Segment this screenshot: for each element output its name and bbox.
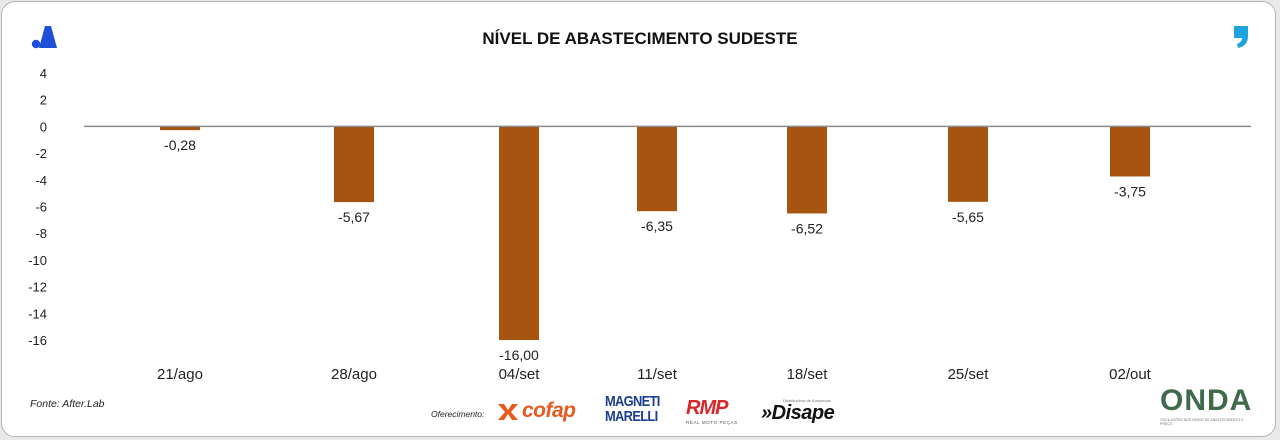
bar-value-label: -6,35 bbox=[641, 218, 673, 234]
sponsor-label: Oferecimento: bbox=[431, 409, 485, 419]
marelli-wordmark: MARELLI bbox=[605, 408, 658, 425]
y-axis-ticks: 4 2 0 -2 -4 -6 -8 -10 -12 -14 -16 bbox=[28, 66, 47, 348]
x-tick-label: 04/set bbox=[499, 366, 541, 383]
magneti-marelli-logo: MAGNETI MARELLI bbox=[605, 394, 671, 430]
bar bbox=[160, 126, 200, 131]
onda-logo: ONDA OSCILAÇÕES NOS NÍVEIS DE ABASTECIME… bbox=[1160, 386, 1256, 428]
x-tick-label: 28/ago bbox=[331, 366, 377, 383]
bar bbox=[1110, 126, 1150, 177]
x-axis-labels: 21/ago 28/ago 04/set 11/set 18/set 25/set 02/o… bbox=[157, 366, 1152, 383]
bar-value-label: -5,67 bbox=[338, 209, 370, 225]
y-tick-label: -14 bbox=[28, 306, 47, 321]
bar-series bbox=[160, 126, 1150, 341]
y-tick-label: -16 bbox=[28, 333, 47, 348]
x-tick-label: 18/set bbox=[787, 366, 829, 383]
bar-value-label: -16,00 bbox=[499, 347, 539, 363]
x-tick-label: 11/set bbox=[637, 366, 678, 383]
bar-value-label: -3,75 bbox=[1114, 183, 1146, 199]
magneti-wordmark: MAGNETI bbox=[605, 393, 660, 410]
rmp-tagline: REAL MOTO PEÇAS bbox=[686, 420, 738, 425]
disape-logo: Distribuidora de Autopeças »Disape bbox=[761, 398, 847, 428]
onda-wordmark: ONDA bbox=[1160, 384, 1253, 417]
y-tick-label: -6 bbox=[35, 200, 47, 215]
x-tick-label: 21/ago bbox=[157, 366, 203, 383]
y-tick-label: 2 bbox=[40, 93, 47, 108]
after-lab-logo-icon bbox=[30, 22, 62, 55]
y-tick-label: -4 bbox=[35, 173, 47, 188]
cofap-x-icon bbox=[498, 404, 518, 420]
disape-tagline: Distribuidora de Autopeças bbox=[783, 398, 831, 403]
cofap-wordmark: cofap bbox=[522, 399, 576, 422]
quote-mark-icon bbox=[1232, 24, 1252, 55]
bar-value-label: -6,52 bbox=[791, 220, 823, 236]
y-tick-label: -12 bbox=[28, 280, 47, 295]
y-tick-label: -10 bbox=[28, 253, 47, 268]
x-tick-label: 02/out bbox=[1109, 366, 1152, 383]
source-note: Fonte: After.Lab bbox=[30, 398, 105, 410]
y-tick-label: -8 bbox=[35, 226, 47, 241]
disape-wordmark: »Disape bbox=[761, 402, 835, 424]
bar-value-label: -5,65 bbox=[952, 209, 984, 225]
y-tick-label: 0 bbox=[40, 119, 47, 134]
x-tick-label: 25/set bbox=[948, 366, 990, 383]
onda-tagline: OSCILAÇÕES NOS NÍVEIS DE ABASTECIMENTO E… bbox=[1160, 418, 1244, 426]
value-labels: -0,28 -5,67 -16,00 -6,35 -6,52 -5,65 -3,75 bbox=[164, 137, 1146, 363]
bar bbox=[637, 126, 677, 212]
chart-title: NÍVEL DE ABASTECIMENTO SUDESTE bbox=[482, 29, 798, 48]
bar bbox=[334, 126, 374, 203]
bar bbox=[948, 126, 988, 202]
bar bbox=[499, 126, 539, 341]
bar-value-label: -0,28 bbox=[164, 137, 196, 153]
bar bbox=[787, 126, 827, 214]
y-tick-label: 4 bbox=[40, 66, 47, 81]
y-tick-label: -2 bbox=[35, 146, 47, 161]
rmp-wordmark: RMP bbox=[686, 397, 728, 419]
rmp-logo: RMP REAL MOTO PEÇAS bbox=[686, 398, 750, 428]
cofap-logo: cofap bbox=[496, 398, 594, 428]
